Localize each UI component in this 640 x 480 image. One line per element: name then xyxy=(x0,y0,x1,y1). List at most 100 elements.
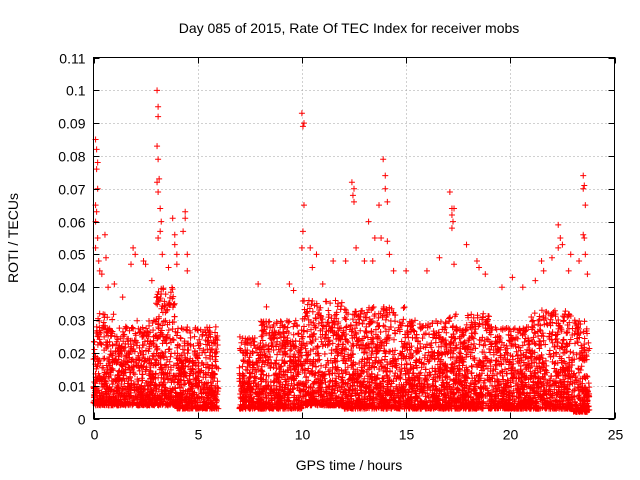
data-point xyxy=(270,332,277,339)
data-point xyxy=(314,311,321,318)
data-point xyxy=(273,386,280,393)
data-point xyxy=(91,346,98,353)
data-point xyxy=(326,367,333,374)
data-point xyxy=(187,334,194,341)
data-point xyxy=(349,340,356,347)
data-point xyxy=(419,335,426,342)
data-point xyxy=(149,319,156,326)
data-point xyxy=(106,394,113,401)
data-point xyxy=(335,373,342,380)
data-point xyxy=(105,388,112,395)
data-point xyxy=(132,332,139,339)
data-point xyxy=(323,401,330,408)
data-point xyxy=(101,347,108,354)
data-point xyxy=(324,384,331,391)
data-point xyxy=(164,376,171,383)
data-point xyxy=(243,379,250,386)
data-point xyxy=(134,376,141,383)
data-point xyxy=(317,304,324,311)
data-point xyxy=(199,349,206,356)
data-point xyxy=(158,305,165,312)
data-point xyxy=(318,362,325,369)
data-point xyxy=(282,323,289,330)
data-point xyxy=(257,340,264,347)
data-point xyxy=(167,339,174,346)
data-point xyxy=(396,328,403,335)
data-point xyxy=(236,378,243,385)
data-point xyxy=(169,304,176,311)
data-point xyxy=(204,338,211,345)
data-point xyxy=(153,300,160,307)
data-point xyxy=(127,374,134,381)
data-point xyxy=(102,378,109,385)
data-point xyxy=(251,373,258,380)
data-point xyxy=(195,383,202,390)
data-point xyxy=(105,373,112,380)
data-point xyxy=(212,363,219,370)
data-point xyxy=(206,352,213,359)
data-point xyxy=(368,319,375,326)
data-points xyxy=(90,87,593,415)
data-point xyxy=(329,370,336,377)
data-point xyxy=(257,391,264,398)
data-point xyxy=(331,312,338,319)
data-point xyxy=(194,370,201,377)
data-point xyxy=(300,340,307,347)
data-point xyxy=(146,322,153,329)
data-point xyxy=(174,329,181,336)
data-point xyxy=(281,348,288,355)
data-point xyxy=(241,403,248,410)
data-point xyxy=(144,328,151,335)
data-point xyxy=(180,326,187,333)
data-point xyxy=(99,364,106,371)
data-point xyxy=(322,364,329,371)
data-point xyxy=(184,347,191,354)
data-point xyxy=(121,331,128,338)
data-point xyxy=(118,361,125,368)
data-point xyxy=(338,299,345,306)
data-point xyxy=(184,391,191,398)
data-point xyxy=(303,373,310,380)
data-point xyxy=(169,286,176,293)
data-point xyxy=(290,404,297,411)
data-point xyxy=(190,370,197,377)
data-point xyxy=(106,393,113,400)
data-point xyxy=(240,373,247,380)
data-point xyxy=(339,341,346,348)
data-point xyxy=(156,313,163,320)
data-point xyxy=(341,353,348,360)
data-point xyxy=(342,345,349,352)
data-point xyxy=(108,330,115,337)
data-point xyxy=(157,364,164,371)
data-point xyxy=(133,356,140,363)
data-point xyxy=(116,325,123,332)
data-point xyxy=(249,370,256,377)
data-point xyxy=(177,334,184,341)
data-point xyxy=(322,341,329,348)
data-point xyxy=(119,387,126,394)
data-point xyxy=(261,386,268,393)
data-point xyxy=(175,362,182,369)
data-point xyxy=(154,293,161,300)
data-point xyxy=(318,319,325,326)
data-point xyxy=(169,284,176,291)
data-point xyxy=(135,364,142,371)
data-point xyxy=(248,398,255,405)
data-point xyxy=(154,345,161,352)
data-point xyxy=(391,329,398,336)
data-point xyxy=(93,365,100,372)
data-point xyxy=(273,357,280,364)
data-point xyxy=(180,373,187,380)
data-point xyxy=(312,372,319,379)
data-point xyxy=(311,378,318,385)
data-point xyxy=(174,379,181,386)
data-point xyxy=(97,340,104,347)
data-point xyxy=(258,318,265,325)
data-point xyxy=(286,318,293,325)
data-point xyxy=(240,349,247,356)
data-point xyxy=(323,389,330,396)
data-point xyxy=(295,382,302,389)
data-point xyxy=(358,308,365,315)
data-point xyxy=(186,358,193,365)
data-point xyxy=(289,341,296,348)
